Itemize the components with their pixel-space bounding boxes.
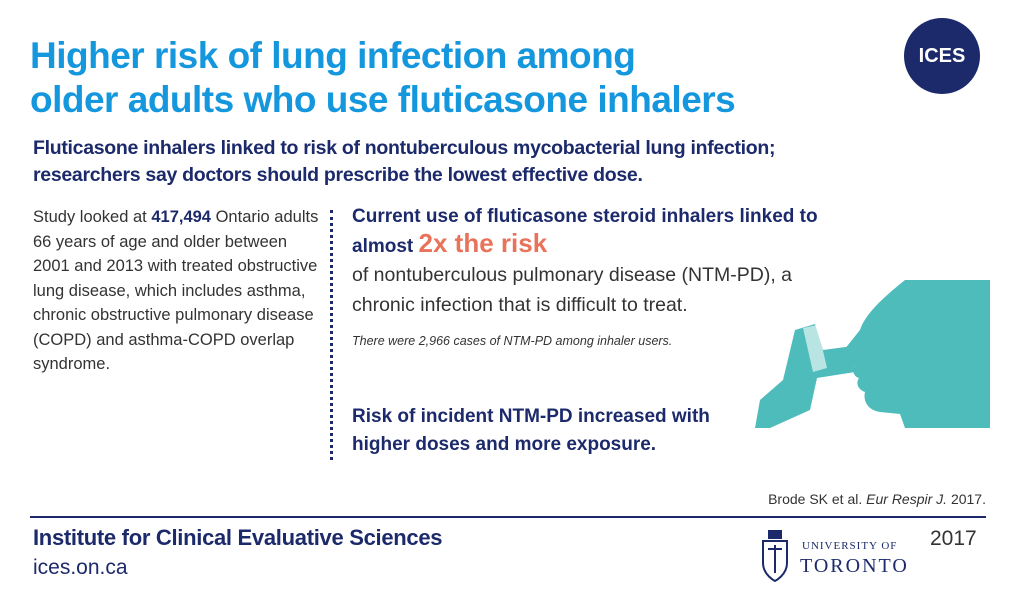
divider — [330, 210, 333, 460]
hand — [755, 324, 855, 428]
ices-logo: ICES — [904, 18, 980, 94]
footer-org: Institute for Clinical Evaluative Scienc… — [33, 525, 443, 550]
face-illustration — [755, 280, 990, 428]
study-after: Ontario adults 66 years of age and older… — [33, 208, 319, 373]
university-name: TORONTO — [800, 555, 909, 577]
face — [838, 280, 990, 428]
footer-rule — [30, 516, 986, 518]
study-text: Study looked at 417,494 Ontario adults 6… — [33, 205, 323, 377]
citation-authors: Brode SK et al. — [768, 491, 863, 507]
footer-url: ices.on.ca — [33, 556, 128, 579]
finding-rest: of nontuberculous pulmonary disease (NTM… — [352, 264, 793, 316]
finding-2: Risk of incident NTM-PD increased with h… — [352, 406, 710, 455]
finding-1: Current use of fluticasone steroid inhal… — [352, 203, 822, 355]
footer-year: 2017 — [930, 527, 977, 550]
study-number: 417,494 — [151, 208, 211, 226]
finding-highlight: 2x the risk — [418, 228, 548, 258]
subtitle-line: Fluticasone inhalers linked to risk of n… — [33, 137, 776, 159]
study-before: Study looked at — [33, 208, 147, 226]
inhaler — [803, 325, 827, 372]
citation-year: 2017. — [950, 491, 986, 507]
citation: Brode SK et al. Eur Respir J. 2017. — [768, 491, 986, 507]
finding-note: There were 2,966 cases of NTM-PD among i… — [352, 334, 673, 348]
subtitle-line: researchers say doctors should prescribe… — [33, 164, 643, 186]
title: Higher risk of lung infection among olde… — [30, 34, 736, 122]
uoft-crest — [762, 530, 788, 583]
university-label: UNIVERSITY OF — [802, 540, 898, 552]
citation-journal: Eur Respir J. — [866, 491, 948, 507]
title-line: Higher risk of lung infection among — [30, 35, 636, 76]
finding-lead: Current use of fluticasone steroid inhal… — [352, 206, 818, 257]
subtitle: Fluticasone inhalers linked to risk of n… — [33, 135, 776, 189]
title-line: older adults who use fluticasone inhaler… — [30, 79, 736, 120]
